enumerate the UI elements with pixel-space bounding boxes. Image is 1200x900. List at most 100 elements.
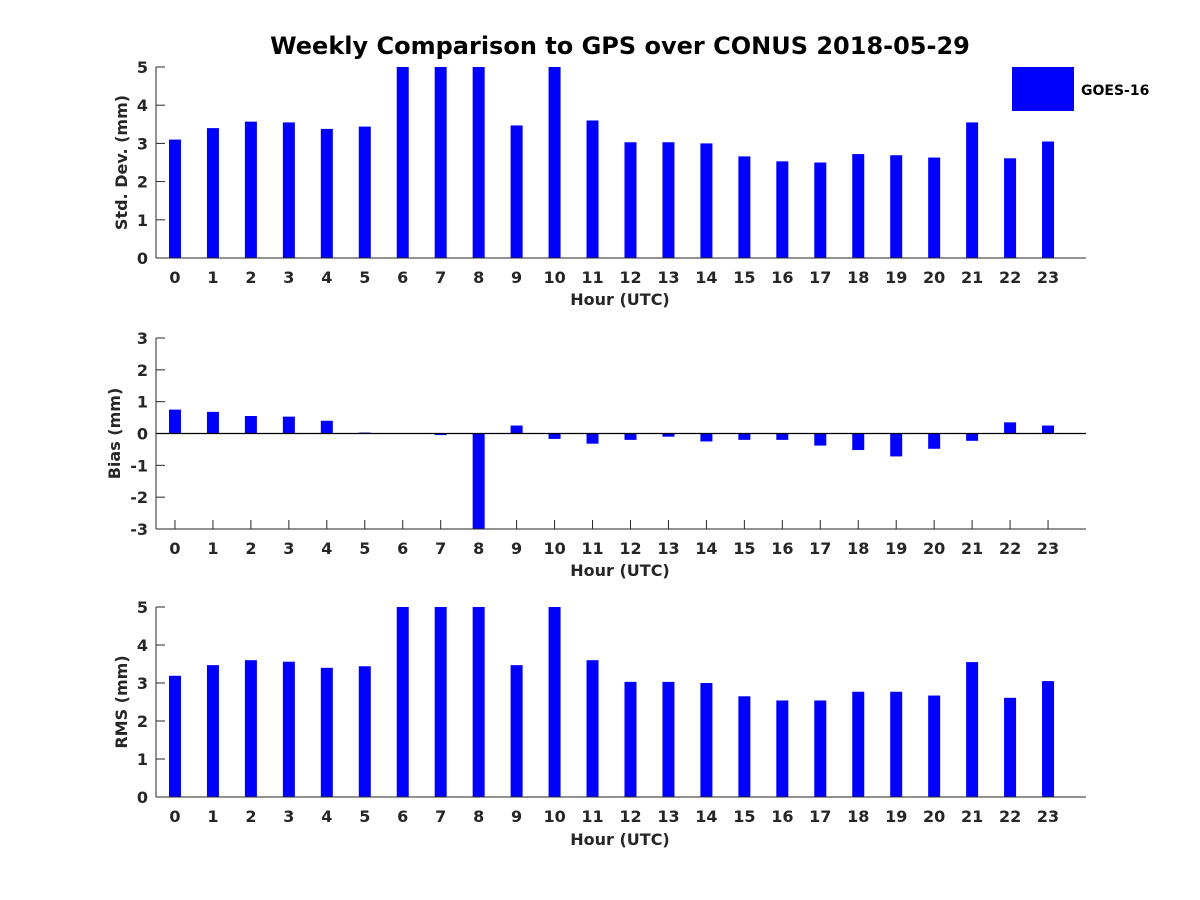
legend-label: GOES-16 [1081, 83, 1149, 99]
y-tick-label: 3 [137, 134, 148, 153]
bar-hour-3 [282, 416, 295, 434]
bar-hour-0 [168, 675, 181, 797]
y-tick-label: 0 [137, 249, 148, 268]
x-tick-label: 8 [473, 539, 484, 558]
bar-hour-7 [434, 433, 447, 436]
bar-hour-15 [738, 433, 751, 440]
x-tick-label: 17 [809, 807, 831, 826]
y-tick-label: 0 [137, 788, 148, 807]
x-tick-label: 7 [435, 268, 446, 287]
x-tick-label: 20 [923, 539, 945, 558]
x-tick-label: 22 [999, 807, 1021, 826]
bar-hour-14 [700, 683, 713, 797]
x-tick-label: 4 [321, 268, 332, 287]
bar-hour-20 [928, 433, 941, 449]
bar-hour-16 [776, 700, 789, 797]
x-tick-label: 1 [207, 539, 218, 558]
x-tick-label: 17 [809, 539, 831, 558]
bar-hour-19 [890, 691, 903, 797]
x-tick-label: 20 [923, 268, 945, 287]
bar-hour-11 [586, 120, 599, 258]
y-tick-label: 5 [137, 598, 148, 617]
bar-hour-20 [928, 695, 941, 797]
x-tick-label: 11 [581, 807, 603, 826]
y-tick-label: -3 [130, 520, 148, 539]
bar-hour-18 [852, 433, 865, 451]
x-tick-label: 21 [961, 539, 983, 558]
bar-hour-11 [586, 660, 599, 797]
x-tick-label: 14 [695, 268, 717, 287]
bar-hour-6 [396, 607, 409, 797]
x-tick-label: 18 [847, 539, 869, 558]
x-axis-label: Hour (UTC) [570, 830, 670, 849]
bar-hour-17 [814, 433, 827, 446]
x-tick-label: 5 [359, 807, 370, 826]
x-tick-label: 13 [657, 807, 679, 826]
bar-hour-1 [206, 411, 219, 434]
x-tick-label: 20 [923, 807, 945, 826]
bar-hour-22 [1004, 158, 1017, 258]
x-tick-label: 4 [321, 807, 332, 826]
x-tick-label: 2 [245, 268, 256, 287]
bar-hour-8 [472, 607, 485, 797]
bar-hour-9 [510, 665, 523, 797]
x-tick-label: 18 [847, 807, 869, 826]
bar-hour-9 [510, 125, 523, 258]
bar-hour-4 [320, 420, 333, 434]
y-axis-label: Std. Dev. (mm) [112, 95, 131, 230]
bar-hour-19 [890, 433, 903, 457]
x-tick-label: 21 [961, 807, 983, 826]
y-axis-label: Bias (mm) [105, 388, 124, 480]
bar-hour-21 [966, 662, 979, 797]
x-tick-label: 11 [581, 268, 603, 287]
x-tick-label: 23 [1037, 268, 1059, 287]
y-tick-label: 1 [137, 393, 148, 412]
bar-hour-9 [510, 425, 523, 434]
bar-hour-21 [966, 122, 979, 258]
legend-swatch [1012, 67, 1074, 111]
bar-hour-7 [434, 607, 447, 797]
x-tick-label: 9 [511, 268, 522, 287]
y-axis-label: RMS (mm) [112, 655, 131, 748]
bar-hour-23 [1042, 681, 1055, 797]
bar-hour-13 [662, 433, 675, 437]
x-tick-label: 12 [619, 268, 641, 287]
bar-hour-2 [244, 660, 257, 797]
x-tick-label: 7 [435, 539, 446, 558]
bar-hour-19 [890, 155, 903, 258]
x-tick-label: 1 [207, 807, 218, 826]
bar-hour-10 [548, 607, 561, 797]
y-tick-label: 1 [137, 750, 148, 769]
bar-hour-10 [548, 67, 561, 258]
x-tick-label: 16 [771, 539, 793, 558]
x-tick-label: 0 [169, 807, 180, 826]
x-tick-label: 9 [511, 539, 522, 558]
x-tick-label: 10 [543, 539, 565, 558]
x-tick-label: 9 [511, 807, 522, 826]
bar-hour-16 [776, 433, 789, 440]
y-tick-label: 2 [137, 361, 148, 380]
bar-hour-15 [738, 696, 751, 797]
x-tick-label: 12 [619, 807, 641, 826]
bar-hour-10 [548, 433, 561, 439]
x-tick-label: 16 [771, 268, 793, 287]
bar-hour-2 [244, 121, 257, 258]
x-tick-label: 6 [397, 807, 408, 826]
bar-hour-15 [738, 156, 751, 258]
bar-hour-23 [1042, 141, 1055, 258]
y-tick-label: 2 [137, 173, 148, 192]
bar-hour-22 [1004, 697, 1017, 797]
bar-hour-1 [206, 665, 219, 797]
bar-hour-4 [320, 128, 333, 258]
bar-hour-8 [472, 433, 485, 529]
bar-hour-11 [586, 433, 599, 444]
x-tick-label: 23 [1037, 807, 1059, 826]
x-tick-label: 2 [245, 807, 256, 826]
x-tick-label: 5 [359, 268, 370, 287]
x-tick-label: 7 [435, 807, 446, 826]
y-tick-label: 2 [137, 712, 148, 731]
bar-hour-2 [244, 415, 257, 434]
